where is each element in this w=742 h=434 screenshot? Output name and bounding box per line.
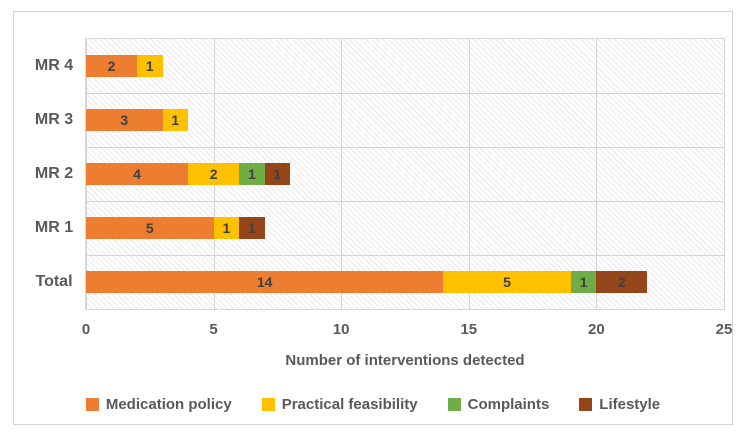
category-label-mr-3: MR 3 — [34, 111, 74, 128]
category-label-mr-2: MR 2 — [34, 165, 74, 182]
legend-marker-lifestyle — [579, 398, 593, 411]
bar-segment-medication-policy: 14 — [86, 271, 444, 293]
bar-data-label: 14 — [256, 274, 273, 290]
gridline-horizontal-3 — [86, 201, 724, 202]
bar-data-label: 1 — [273, 166, 282, 182]
category-label-mr-1: MR 1 — [34, 219, 74, 236]
bar-segment-practical-feasibility: 1 — [137, 55, 163, 77]
legend-marker-medication-policy — [85, 398, 99, 411]
bar-segment-medication-policy: 4 — [86, 163, 189, 185]
legend-label: Medication policy — [105, 396, 232, 413]
x-tick-label-0: 0 — [81, 321, 91, 338]
legend-item-lifestyle: Lifestyle — [579, 397, 660, 412]
y-axis-category-labels: MR 4 MR 3 MR 2 MR 1 Total — [28, 38, 80, 310]
legend-marker-practical-feasibility — [261, 398, 275, 411]
bar-data-label: 2 — [209, 166, 218, 182]
bar-data-label: 1 — [579, 274, 588, 290]
bar-segment-lifestyle: 2 — [596, 271, 648, 293]
legend-label: Practical feasibility — [281, 396, 418, 413]
gridline-vertical-25 — [724, 39, 725, 309]
bar-segment-practical-feasibility: 2 — [188, 163, 240, 185]
bar-segment-practical-feasibility: 5 — [443, 271, 571, 293]
bar-data-label: 1 — [145, 58, 154, 74]
chart-frame: 2 1 3 1 4 2 1 1 5 1 1 14 5 1 2 MR 4 MR 3 MR 2 MR 1 Total 0… — [13, 11, 733, 425]
bar-segment-lifestyle: 1 — [239, 217, 265, 239]
x-tick-label-20: 20 — [588, 321, 605, 338]
gridline-vertical-15 — [468, 39, 470, 309]
gridline-vertical-10 — [341, 39, 343, 309]
bar-row-mr-2: 4 2 1 1 — [86, 163, 291, 185]
bar-data-label: 5 — [503, 274, 511, 290]
bar-data-label: 3 — [120, 112, 129, 128]
legend-label: Complaints — [467, 396, 550, 413]
category-label-total: Total — [35, 273, 73, 290]
bar-segment-medication-policy: 3 — [86, 109, 163, 131]
bar-segment-practical-feasibility: 1 — [162, 109, 189, 131]
x-tick-label-5: 5 — [209, 321, 218, 338]
bar-data-label: 2 — [617, 274, 626, 290]
bar-segment-medication-policy: 5 — [86, 217, 214, 239]
chart-legend: Medication policy Practical feasibility Co… — [14, 397, 732, 412]
legend-label: Lifestyle — [599, 396, 661, 413]
bar-data-label: 1 — [247, 166, 256, 182]
x-tick-label-25: 25 — [715, 321, 733, 338]
gridline-horizontal-1 — [86, 93, 724, 94]
gridline-horizontal-2 — [86, 147, 724, 148]
x-axis-title: Number of interventions detected — [285, 352, 525, 369]
x-tick-label-15: 15 — [460, 321, 478, 338]
bar-segment-complaints: 1 — [570, 271, 597, 293]
x-axis-tick-labels: 0 5 10 15 20 25 — [81, 321, 733, 341]
bar-data-label: 1 — [222, 220, 231, 236]
legend-item-practical-feasibility: Practical feasibility — [261, 396, 418, 413]
gridline-vertical-20 — [596, 39, 598, 309]
bar-row-total: 14 5 1 2 — [86, 271, 648, 293]
plot-area: 2 1 3 1 4 2 1 1 5 1 1 14 5 1 2 — [85, 38, 725, 310]
bar-data-label: 1 — [247, 220, 256, 236]
bar-segment-complaints: 1 — [239, 163, 265, 185]
legend-marker-complaints — [447, 398, 461, 411]
bar-data-label: 2 — [107, 58, 116, 74]
bar-segment-medication-policy: 2 — [86, 55, 138, 77]
bar-data-label: 1 — [171, 112, 180, 128]
legend-item-complaints: Complaints — [447, 396, 550, 413]
legend-item-medication-policy: Medication policy — [85, 396, 232, 413]
bar-segment-lifestyle: 1 — [264, 163, 291, 185]
bar-data-label: 5 — [145, 220, 154, 236]
category-label-mr-4: MR 4 — [34, 57, 74, 74]
gridline-horizontal-4 — [86, 255, 724, 256]
bar-segment-practical-feasibility: 1 — [213, 217, 240, 239]
x-tick-label-10: 10 — [332, 321, 350, 338]
bar-data-label: 4 — [133, 166, 141, 182]
